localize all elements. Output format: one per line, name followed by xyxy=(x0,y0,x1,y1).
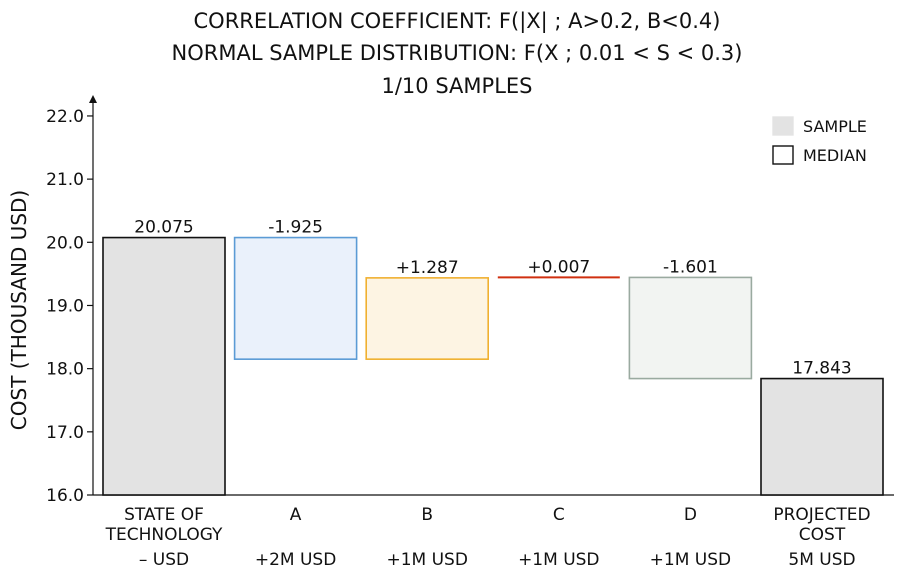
chart-title-line-1: CORRELATION COEFFICIENT: F(|X| ; A>0.2, … xyxy=(193,9,721,33)
x-tick-label: D xyxy=(684,505,697,525)
bar xyxy=(233,236,358,360)
x-tick-label: – USD xyxy=(139,550,189,570)
y-tick-label: 17.0 xyxy=(46,423,84,443)
data-label: +1.287 xyxy=(396,258,459,278)
x-tick-label: B xyxy=(421,505,433,525)
legend-label: SAMPLE xyxy=(803,117,867,136)
data-label: -1.601 xyxy=(663,257,718,277)
x-tick-label: +1M USD xyxy=(518,550,599,570)
data-labels: 20.075 -1.925 +1.287 +0.007 -1.601 17.843 xyxy=(134,218,851,379)
y-axis-label: COST (THOUSAND USD) xyxy=(7,190,31,430)
y-axis-arrow xyxy=(89,95,97,103)
legend-swatch xyxy=(772,145,794,165)
chart-title-line-2: NORMAL SAMPLE DISTRIBUTION: F(X ; 0.01 <… xyxy=(171,41,743,65)
legend-swatch xyxy=(772,116,794,136)
x-tick-label: +1M USD xyxy=(386,550,467,570)
bars xyxy=(102,236,884,496)
legend-label: MEDIAN xyxy=(803,146,867,165)
axes: 16.0 17.0 18.0 19.0 20.0 21.0 22.0 xyxy=(46,95,894,506)
bar xyxy=(102,236,226,496)
x-tick-label: +1M USD xyxy=(650,550,731,570)
y-tick-label: 21.0 xyxy=(46,170,84,190)
y-tick-label: 20.0 xyxy=(46,233,84,253)
data-label: +0.007 xyxy=(527,257,590,277)
chart-title-line-3: 1/10 SAMPLES xyxy=(381,74,533,98)
bar xyxy=(760,377,884,496)
data-label: 17.843 xyxy=(792,359,851,379)
x-tick-label: COST xyxy=(799,525,846,545)
bar xyxy=(365,277,490,360)
data-label: 20.075 xyxy=(134,218,193,238)
y-tick-label: 18.0 xyxy=(46,360,84,380)
x-tick-label: C xyxy=(553,505,565,525)
legend: SAMPLE MEDIAN xyxy=(772,116,867,165)
x-tick-label: A xyxy=(290,505,302,525)
bar xyxy=(628,276,753,380)
x-tick-label: +2M USD xyxy=(255,550,336,570)
x-tick-label: 5M USD xyxy=(788,550,855,570)
y-tick-label: 16.0 xyxy=(46,486,84,506)
x-tick-label: PROJECTED xyxy=(773,505,870,525)
y-tick-label: 19.0 xyxy=(46,296,84,316)
y-tick-label: 22.0 xyxy=(46,107,84,127)
x-tick-label: TECHNOLOGY xyxy=(105,525,223,545)
data-label: -1.925 xyxy=(268,218,323,238)
x-tick-label: STATE OF xyxy=(124,505,204,525)
